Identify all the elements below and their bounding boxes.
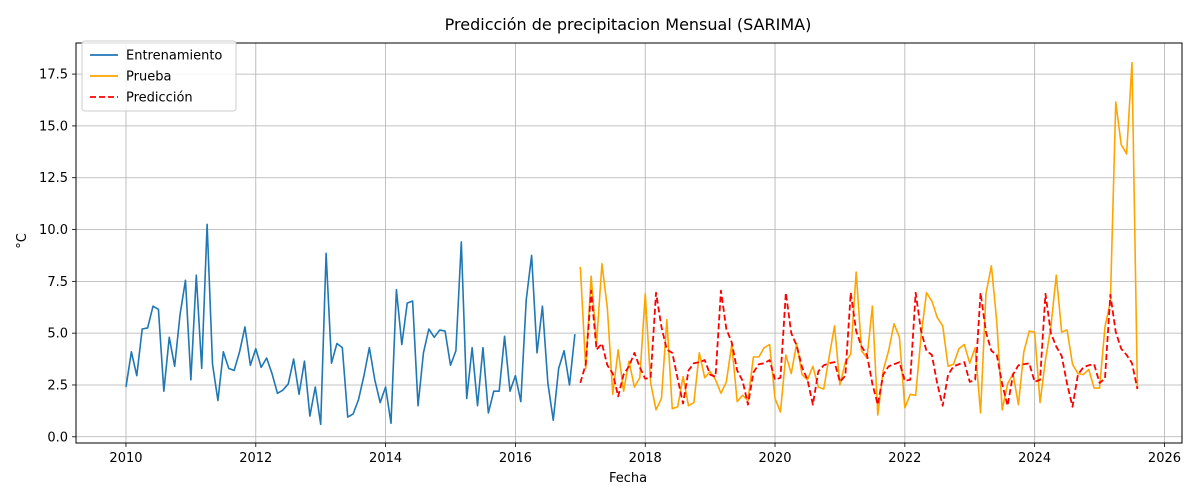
plot-area: 2010 2012 2014 2016 2018 2020 2022 2024 2026 0.0 2…: [39, 42, 1183, 466]
x-tick-label: 2012: [239, 451, 272, 466]
x-tick-label: 2022: [888, 451, 921, 466]
legend: Entrenamiento Prueba Predicción: [81, 40, 237, 112]
y-tick-label: 5.0: [47, 327, 68, 342]
y-tick-label: 10.0: [39, 223, 68, 238]
legend-label: Entrenamiento: [126, 49, 222, 64]
x-tick-label: 2016: [499, 451, 532, 466]
x-axis-label: Fecha: [609, 471, 647, 486]
x-tick-label: 2010: [109, 451, 142, 466]
plot-frame: [75, 42, 1183, 444]
legend-label: Prueba: [126, 70, 171, 85]
y-tick-label: 12.5: [39, 171, 68, 186]
series-line-prueba: [579, 61, 1139, 416]
x-tick-label: 2026: [1148, 451, 1181, 466]
y-tick-label: 0.0: [47, 430, 68, 445]
y-tick-label: 17.5: [39, 68, 68, 83]
y-tick-label: 7.5: [47, 275, 68, 290]
x-tick-label: 2020: [758, 451, 791, 466]
x-tick-label: 2018: [629, 451, 662, 466]
x-tick-label: 2014: [369, 451, 402, 466]
series-line-prediccion: [579, 289, 1139, 408]
legend-label: Predicción: [126, 91, 193, 106]
legend-box: [81, 40, 237, 112]
y-tick-label: 15.0: [39, 119, 68, 134]
chart-title: Predicción de precipitacion Mensual (SAR…: [445, 15, 812, 34]
y-axis-label: °C: [15, 233, 30, 249]
series-line-entrenamiento: [125, 223, 576, 426]
x-tick-label: 2024: [1018, 451, 1051, 466]
y-tick-label: 2.5: [47, 378, 68, 393]
